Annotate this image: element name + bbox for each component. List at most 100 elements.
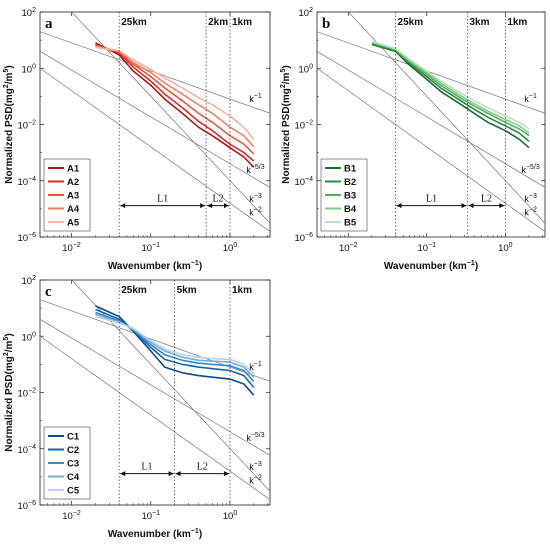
panel-c: 10−2 10−1 100 10−6 10−4 10−2 100 102 Wavenumber … (3, 275, 271, 540)
y-axis-label: Normalized PSD(mg2/m5) (3, 333, 15, 451)
range-arrow-head (120, 203, 126, 209)
y-tick-label: 100 (22, 63, 37, 75)
slope-ref-label: k−2 (249, 474, 262, 485)
series-line-b3 (371, 42, 530, 137)
scale-label: 25km (398, 17, 424, 28)
slope-ref-label: k−3 (249, 461, 262, 472)
range-arrow-head (223, 471, 229, 477)
x-tick-label: 100 (223, 242, 238, 254)
x-tick-label: 100 (498, 242, 513, 254)
range-arrow-head (499, 203, 505, 209)
x-tick-label: 10−1 (141, 510, 160, 522)
slope-ref-label: k−5/3 (521, 164, 539, 175)
series-line-a2 (95, 43, 255, 162)
panel-label: c (45, 284, 52, 300)
range-arrow-head (461, 203, 467, 209)
panel-b: 10−2 10−1 100 10−6 10−4 10−2 100 102 Wavenumber … (280, 7, 546, 272)
slope-ref-label: k−1 (249, 361, 262, 372)
legend-entry: C5 (67, 486, 80, 497)
slope-ref-line (40, 299, 270, 382)
range-arrow-head (120, 471, 126, 477)
range-arrow-head (175, 471, 181, 477)
slope-ref-label: k−2 (524, 206, 537, 217)
y-tick-label: 10−4 (17, 444, 36, 456)
legend-entry: C3 (67, 459, 79, 470)
y-tick-label: 10−4 (17, 176, 36, 188)
range-label: L2 (481, 194, 492, 205)
x-axis-label: Wavenumber (km−1) (108, 260, 202, 272)
scale-label: 5km (177, 285, 197, 296)
slope-ref-label: k−3 (249, 193, 262, 204)
slope-ref-label: k−1 (249, 93, 262, 104)
y-tick-label: 10−4 (294, 176, 313, 188)
x-tick-label: 10−2 (339, 242, 358, 254)
scale-label: 3km (470, 17, 490, 28)
slope-ref-label: k−5/3 (246, 432, 264, 443)
legend-entry: A3 (67, 191, 79, 202)
legend-entry: A4 (67, 204, 80, 215)
panel-a: 10−2 10−1 100 10−6 10−4 10−2 100 102 Wavenumber … (3, 7, 271, 272)
range-label: L1 (141, 462, 152, 473)
x-tick-label: 10−1 (141, 242, 160, 254)
legend-entry: C2 (67, 445, 79, 456)
x-tick-label: 10−1 (418, 242, 437, 254)
series-line-c5 (95, 315, 255, 375)
range-arrow-head (207, 203, 213, 209)
legend-entry: A2 (67, 177, 79, 188)
y-tick-label: 102 (22, 275, 37, 287)
slope-ref-label: k−2 (249, 206, 262, 217)
slope-ref-line (40, 335, 270, 500)
range-arrow-head (468, 203, 474, 209)
scale-label: 1km (232, 17, 252, 28)
range-label: L1 (157, 194, 168, 205)
panel-label: a (45, 16, 53, 32)
legend-entry: C4 (67, 472, 80, 483)
range-arrow-head (223, 203, 229, 209)
y-tick-label: 10−6 (294, 232, 313, 244)
range-arrow-head (396, 203, 402, 209)
series-line-a3 (95, 44, 255, 155)
y-axis-label: Normalized PSD(mg2/m5) (3, 65, 15, 183)
x-tick-label: 10−2 (62, 242, 81, 254)
slope-ref-label: k−5/3 (246, 164, 264, 175)
legend-entry: B2 (344, 177, 356, 188)
series-line-b1 (371, 43, 530, 149)
scale-label: 25km (121, 17, 147, 28)
y-tick-label: 10−6 (17, 500, 36, 512)
y-tick-label: 10−6 (17, 232, 36, 244)
scale-label: 2km (208, 17, 228, 28)
y-tick-label: 102 (22, 7, 37, 19)
range-label: L2 (197, 462, 208, 473)
slope-ref-line (317, 51, 545, 188)
range-arrow-head (200, 203, 206, 209)
legend-entry: B5 (344, 218, 357, 229)
y-tick-label: 10−2 (17, 388, 36, 400)
scale-label: 1km (232, 285, 252, 296)
series-line-a5 (95, 46, 255, 140)
series-line-a4 (95, 45, 255, 148)
x-axis-label: Wavenumber (km−1) (384, 260, 478, 272)
y-tick-label: 100 (299, 63, 314, 75)
series-line-a1 (95, 42, 255, 168)
slope-ref-line (71, 12, 270, 224)
legend-entry: C1 (67, 432, 80, 443)
panel-label: b (322, 16, 330, 32)
range-label: L1 (426, 194, 437, 205)
y-tick-label: 100 (22, 331, 37, 343)
x-tick-label: 10−2 (62, 510, 81, 522)
y-tick-label: 10−2 (17, 120, 36, 132)
legend-entry: B4 (344, 204, 357, 215)
slope-ref-line (317, 31, 545, 114)
slope-ref-line (40, 67, 270, 232)
slope-ref-line (317, 67, 545, 232)
legend-entry: B1 (344, 164, 357, 175)
y-tick-label: 102 (299, 7, 314, 19)
series-line-b5 (371, 40, 530, 130)
series-line-b2 (371, 42, 530, 143)
slope-ref-line (71, 280, 270, 492)
slope-ref-line (40, 51, 270, 188)
scale-label: 25km (121, 285, 147, 296)
range-label: L2 (212, 194, 223, 205)
x-axis-label: Wavenumber (km−1) (108, 528, 202, 540)
